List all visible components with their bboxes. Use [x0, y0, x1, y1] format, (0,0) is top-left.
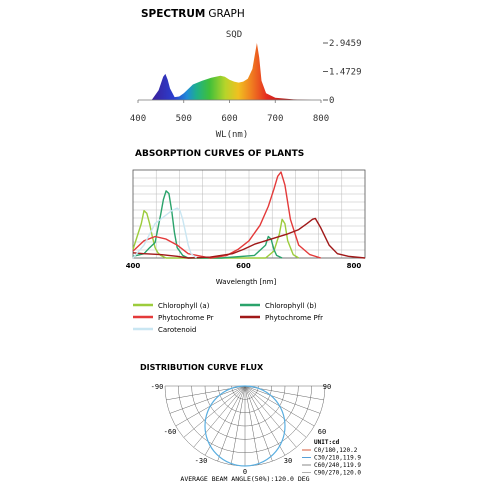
polar-grid-spoke [244, 385, 260, 465]
spectrum-title: SPECTRUM GRAPH [141, 8, 245, 20]
polar-label-right90: 90 [323, 383, 331, 391]
spectrum-x-tick-label: 400 [130, 114, 146, 124]
polar-legend-label: C60/240,119.9 [314, 462, 361, 469]
spectrum-y-tick-label: 2.9459 [329, 39, 362, 49]
spectrum-x-tick-label: 700 [267, 114, 283, 124]
spectrum-x-tick-label: 500 [176, 114, 192, 124]
absorption-series-line [132, 217, 366, 259]
polar-label-zero: 0 [243, 468, 247, 476]
polar-grid-spoke [244, 385, 297, 448]
spectrum-x-label: WL(nm) [216, 130, 249, 140]
distribution-title: DISTRIBUTION CURVE FLUX [140, 363, 264, 372]
absorption-series-line [132, 190, 283, 259]
polar-grid-spoke [244, 385, 273, 462]
spectrum-y-tick-label: 0 [329, 96, 334, 106]
absorption-x-tick-label: 600 [236, 262, 251, 270]
polar-grid-spoke [244, 385, 321, 414]
spectrum-x-tick-label: 800 [313, 114, 329, 124]
polar-label-left60: -60 [164, 428, 177, 436]
polar-grid [164, 385, 326, 467]
absorption-legend: Chlorophyll (a) Chlorophyll (b) Phytochrom… [133, 302, 323, 334]
polar-legend-label: C0/180,120.2 [314, 447, 358, 454]
absorption-grid [133, 170, 365, 258]
spectrum-y-ticks: 2.9459 1.4729 0 [323, 39, 362, 106]
absorption-series-line [132, 171, 322, 259]
absorption-lines [132, 171, 366, 259]
beam-angle-text: AVERAGE BEAM ANGLE(50%):120.0 DEG [180, 475, 309, 483]
polar-grid-spoke [244, 385, 286, 456]
polar-label-right60: 60 [318, 428, 326, 436]
absorption-legend-label: Chlorophyll (a) [158, 302, 210, 310]
polar-grid-spoke [204, 385, 246, 456]
polar-unit-label: UNIT:cd [314, 439, 340, 446]
spectrum-series-label: SQD [226, 30, 242, 40]
polar-label-right30: 30 [284, 457, 292, 465]
polar-label-left90: -90 [151, 383, 164, 391]
absorption-legend-label: Carotenoid [158, 326, 196, 334]
polar-grid-spoke [193, 385, 246, 448]
spectrum-x-tick-label: 600 [221, 114, 237, 124]
polar-legend: C0/180,120.2C30/210,119.9C60/240,119.9C9… [302, 447, 361, 477]
absorption-chart: ABSORPTION CURVES OF PLANTS 400 600 800 Wa… [126, 149, 366, 334]
absorption-x-tick-label: 800 [347, 262, 362, 270]
polar-legend-label: C90/270,120.0 [314, 470, 361, 477]
absorption-title: ABSORPTION CURVES OF PLANTS [135, 149, 304, 159]
polar-grid-spoke [183, 385, 246, 438]
spectrum-title-bold: SPECTRUM [141, 8, 205, 20]
absorption-series-line [132, 210, 300, 259]
spectrum-y-tick-label: 1.4729 [329, 68, 362, 78]
spectrum-chart: SPECTRUM GRAPH SQD 400 500 600 700 800 2.9459… [130, 8, 362, 140]
polar-legend-label: C30/210,119.9 [314, 455, 361, 462]
polar-grid-spoke [230, 385, 246, 465]
spectrum-x-ticks: 400 500 600 700 800 [130, 100, 329, 124]
distribution-chart: DISTRIBUTION CURVE FLUX -90 90 -60 60 -3… [140, 363, 361, 483]
spectrum-area [151, 43, 312, 100]
spectrum-title-light: GRAPH [208, 8, 244, 20]
absorption-legend-label: Chlorophyll (b) [265, 302, 317, 310]
polar-grid-spoke [244, 385, 307, 438]
polar-grid-spoke [217, 385, 246, 462]
absorption-legend-label: Phytochrome Pr [158, 314, 214, 322]
polar-label-left30: -30 [195, 457, 208, 465]
polar-distribution-curve [204, 385, 286, 467]
absorption-x-tick-label: 400 [126, 262, 141, 270]
absorption-x-label: Wavelength [nm] [216, 278, 277, 286]
absorption-legend-label: Phytochrome Pfr [265, 314, 323, 322]
polar-grid-spoke [169, 385, 246, 414]
absorption-x-ticks: 400 600 800 [126, 262, 362, 270]
absorption-series-line [132, 207, 197, 259]
